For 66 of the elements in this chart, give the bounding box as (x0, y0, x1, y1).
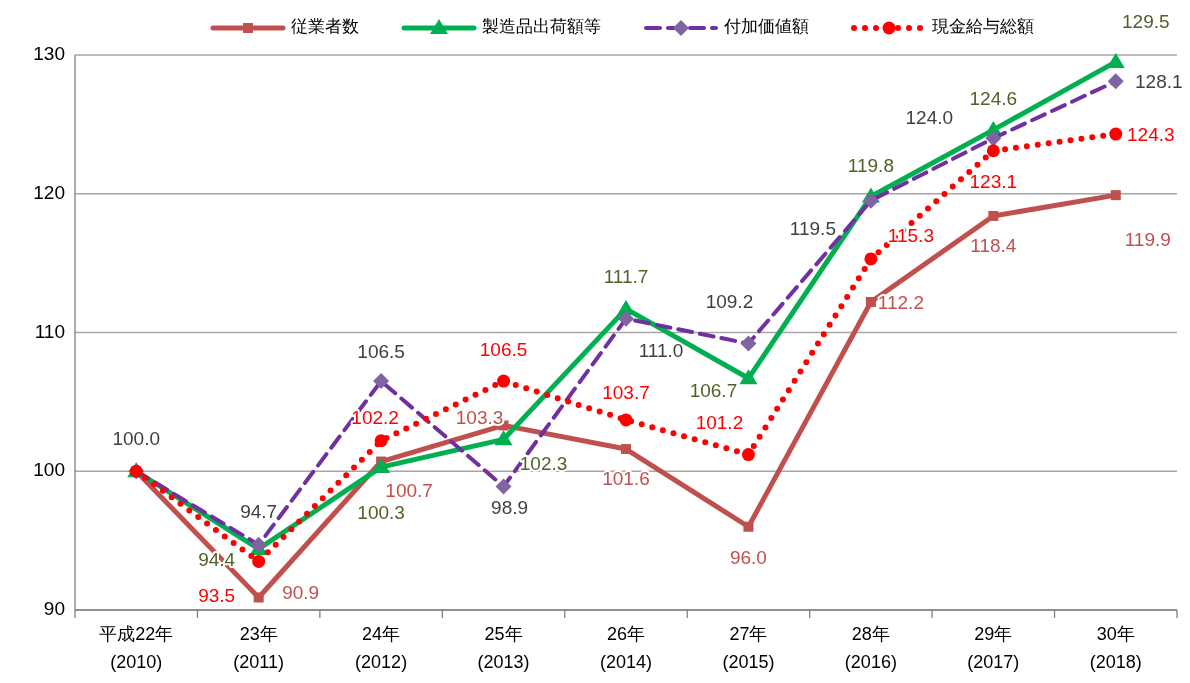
point (253, 592, 264, 603)
x-tick-label: 29年 (2017) (967, 624, 1020, 672)
x-tick-label: 27年 (2015) (722, 624, 775, 672)
data-label: 111.0 (638, 339, 684, 361)
point (741, 448, 755, 462)
data-label: 124.6 (969, 87, 1018, 109)
x-tick-label: 30年 (2018) (1089, 624, 1142, 672)
point (864, 252, 878, 266)
y-tick-label: 90 (43, 598, 65, 620)
data-label: 112.2 (877, 291, 924, 313)
point (743, 521, 754, 532)
data-label: 96.0 (729, 546, 767, 568)
data-label: 103.7 (602, 381, 650, 403)
legend-label: 製造品出荷額等 (482, 17, 601, 37)
data-label: 118.4 (970, 234, 1017, 256)
data-label: 106.5 (357, 341, 405, 363)
data-label: 119.9 (1124, 229, 1171, 251)
y-tick-label: 110 (34, 320, 65, 342)
point (497, 374, 511, 388)
point (374, 434, 388, 448)
point (739, 369, 758, 385)
data-label: 98.9 (491, 496, 529, 518)
data-label: 102.2 (351, 406, 399, 428)
data-label: 93.5 (198, 585, 236, 607)
x-tick-label: 平成22年 (2010) (99, 624, 174, 672)
data-label: 90.9 (282, 581, 320, 603)
point (252, 554, 266, 568)
data-label: 119.8 (847, 154, 894, 176)
data-label: 100.3 (357, 502, 405, 524)
point (865, 296, 876, 307)
data-label: 101.6 (602, 468, 650, 490)
data-label: 109.2 (705, 290, 754, 312)
point (988, 210, 999, 221)
data-label: 124.0 (905, 107, 954, 129)
data-label: 100.0 (112, 428, 160, 450)
point (1109, 127, 1123, 141)
point (619, 413, 633, 427)
data-label: 129.5 (1122, 10, 1170, 32)
data-label: 123.1 (969, 170, 1018, 192)
data-label: 103.3 (455, 407, 504, 429)
x-tick-label: 23年 (2011) (233, 624, 285, 672)
point (1110, 190, 1121, 201)
point (986, 144, 1000, 158)
data-label: 106.7 (689, 380, 738, 402)
data-label: 106.5 (479, 339, 528, 361)
x-tick-label: 28年 (2016) (844, 624, 897, 672)
legend-label: 付加価値額 (723, 17, 809, 37)
x-tick-label: 26年 (2014) (599, 624, 653, 672)
data-label: 101.2 (695, 411, 744, 433)
point (494, 430, 513, 446)
point (621, 444, 631, 455)
data-label: 128.1 (1135, 71, 1183, 93)
data-label: 111.7 (603, 265, 649, 287)
point (372, 458, 391, 474)
x-tick-label: 25年 (2013) (477, 624, 530, 672)
data-label: 100.7 (385, 479, 433, 501)
y-tick-label: 130 (33, 43, 65, 65)
y-tick-label: 100 (33, 459, 65, 481)
data-label: 124.3 (1127, 124, 1175, 146)
legend-label: 現金給与総額 (932, 17, 1034, 37)
x-tick-label: 24年 (2012) (355, 624, 408, 672)
data-label: 119.5 (789, 217, 836, 239)
legend-label: 従業者数 (291, 17, 359, 37)
y-tick-label: 120 (33, 181, 65, 203)
data-label: 102.3 (519, 453, 568, 475)
data-label: 94.7 (240, 500, 278, 522)
